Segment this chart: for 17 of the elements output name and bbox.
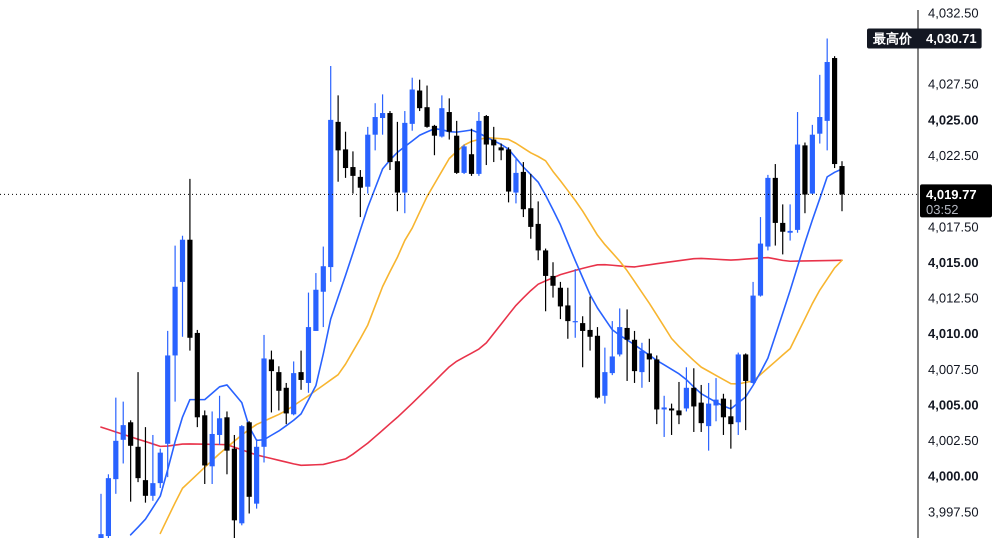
y-tick-label: 4,007.50	[928, 362, 979, 377]
y-tick-label: 4,002.50	[928, 433, 979, 448]
y-tick-label: 4,015.00	[928, 254, 979, 270]
y-tick-label: 4,012.50	[928, 290, 979, 306]
y-tick-label: 4,005.00	[928, 397, 979, 412]
line-series	[100, 256, 843, 466]
ref-line-label: 4,019.77	[926, 186, 977, 202]
y-tick-label: 4,027.50	[928, 76, 979, 92]
y-tick-label: 4,010.00	[928, 326, 979, 342]
y-tick-label: 4,032.50	[928, 5, 979, 20]
y-tick-label: 4,022.50	[928, 148, 979, 164]
price-tag: 最高价 4,030.71	[867, 28, 982, 48]
y-tick-label: 4,017.50	[928, 219, 979, 234]
text: 03:52	[926, 202, 959, 217]
y-tick-label: 4,025.00	[928, 112, 979, 128]
y-tick-label: 3,997.50	[928, 504, 979, 520]
y-tick-label: 4,000.00	[928, 468, 979, 484]
